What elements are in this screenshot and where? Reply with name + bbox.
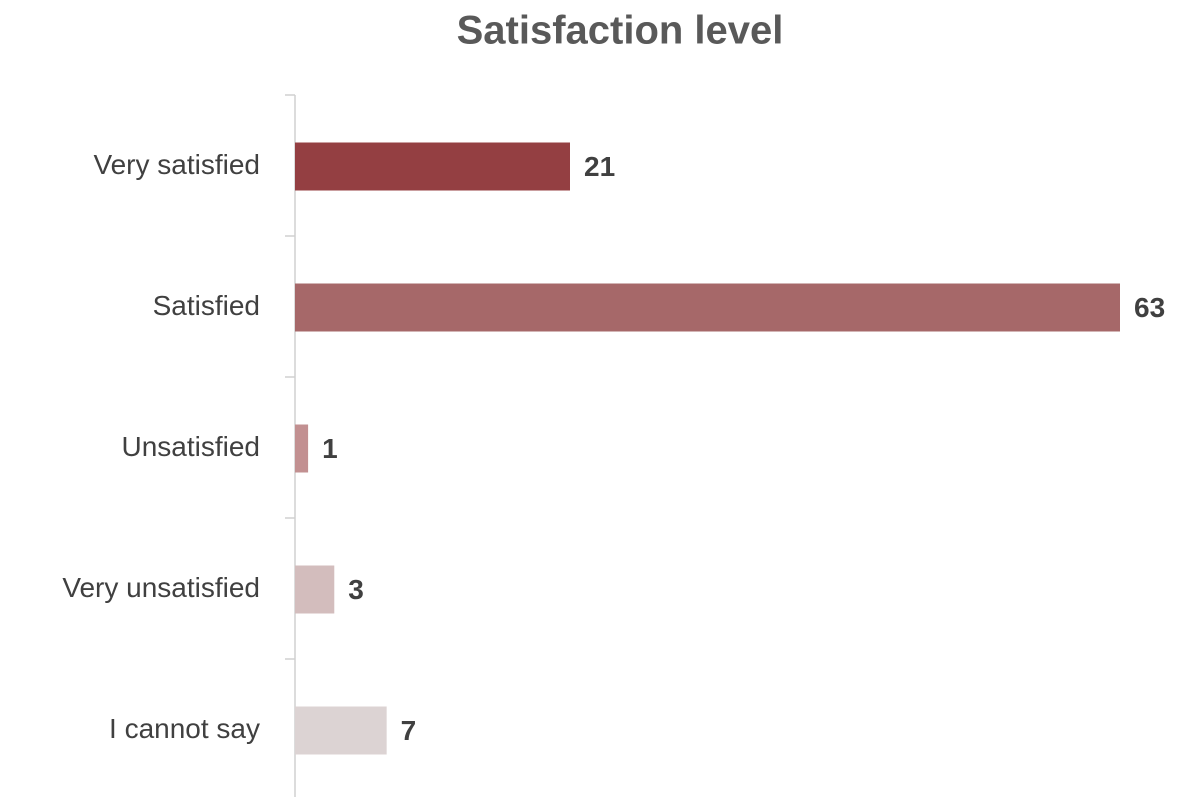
y-tick-label: Very satisfied — [93, 149, 260, 180]
value-label: 3 — [348, 574, 364, 605]
value-label: 1 — [322, 433, 338, 464]
y-tick-label: Unsatisfied — [121, 431, 260, 462]
value-label: 7 — [401, 715, 417, 746]
chart-title: Satisfaction level — [457, 9, 784, 53]
bar — [295, 424, 309, 473]
y-tick-label: I cannot say — [109, 713, 260, 744]
value-label: 21 — [584, 151, 615, 182]
bar — [295, 706, 387, 755]
bar — [295, 283, 1120, 332]
y-tick-label: Satisfied — [153, 290, 260, 321]
bar — [295, 142, 570, 191]
bar — [295, 565, 335, 614]
value-label: 63 — [1134, 292, 1165, 323]
y-tick-label: Very unsatisfied — [62, 572, 260, 603]
